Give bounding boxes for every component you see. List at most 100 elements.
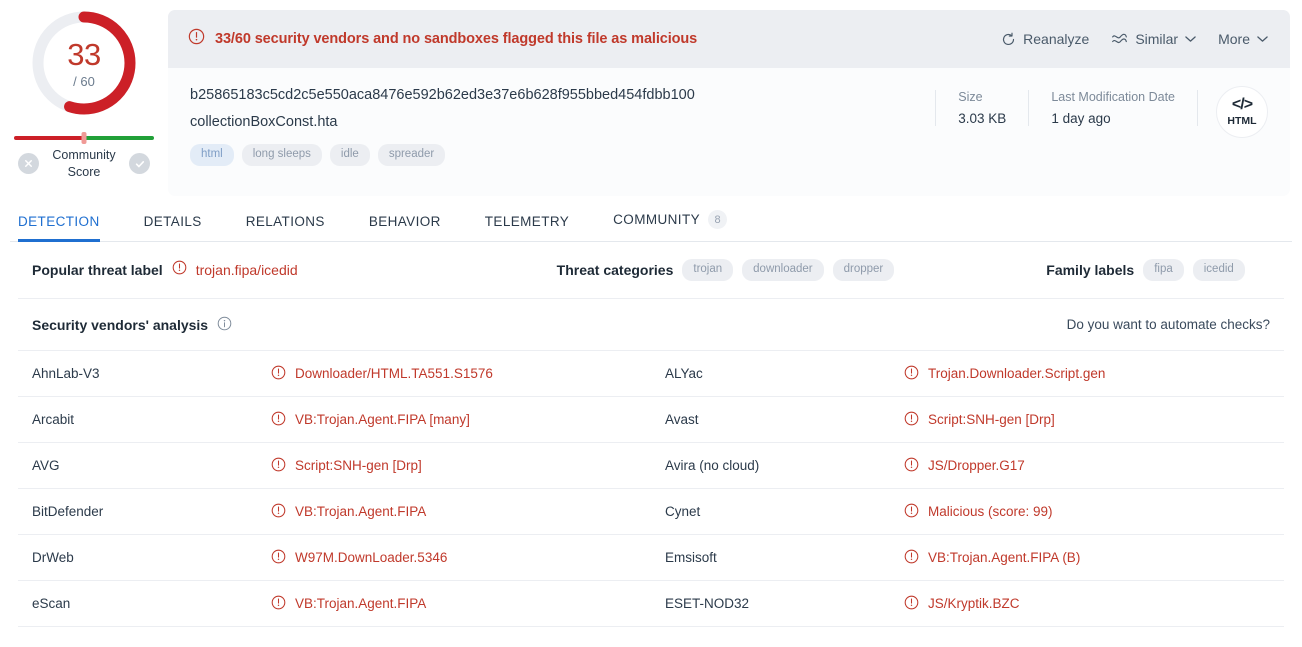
- vendor-verdict-text: Malicious (score: 99): [928, 504, 1053, 519]
- file-tag[interactable]: idle: [329, 144, 370, 167]
- file-size-label: Size: [958, 90, 983, 104]
- tab-details[interactable]: DETAILS: [144, 214, 202, 241]
- report-tabs: DETECTION DETAILS RELATIONS BEHAVIOR TEL…: [10, 196, 1292, 242]
- vendors-analysis-title: Security vendors' analysis: [32, 316, 209, 333]
- detection-score-panel: 33 / 60 Community Score: [0, 0, 168, 196]
- tab-label: TELEMETRY: [484, 214, 570, 229]
- threat-category-chip[interactable]: downloader: [742, 259, 824, 281]
- popular-threat-label-value[interactable]: trojan.fipa/icedid: [195, 262, 298, 278]
- check-circle-icon: [129, 153, 150, 175]
- refresh-icon: [1001, 32, 1016, 47]
- threat-category-chip[interactable]: trojan: [682, 259, 734, 281]
- tab-label: RELATIONS: [245, 214, 325, 229]
- info-circle-icon[interactable]: [217, 316, 232, 334]
- vendor-verdict: W97M.DownLoader.5346: [271, 549, 447, 567]
- vendor-name: Avast: [665, 412, 699, 427]
- similar-button[interactable]: Similar: [1111, 31, 1196, 47]
- more-button[interactable]: More: [1218, 31, 1268, 47]
- vendor-verdict: Script:SNH-gen [Drp]: [904, 411, 1055, 429]
- filetype-label: HTML: [1227, 115, 1257, 128]
- detection-alert-bar: 33/60 security vendors and no sandboxes …: [168, 10, 1290, 68]
- alert-circle-icon: [904, 457, 919, 475]
- vendor-verdict-text: Downloader/HTML.TA551.S1576: [295, 366, 493, 381]
- tab-behavior[interactable]: BEHAVIOR: [369, 214, 441, 241]
- tab-community[interactable]: COMMUNITY 8: [613, 210, 727, 241]
- vendor-name: DrWeb: [32, 550, 74, 565]
- html-file-icon: </> HTML: [1216, 86, 1268, 138]
- vendor-name: Cynet: [665, 504, 701, 519]
- summary-section: 33 / 60 Community Score: [0, 0, 1302, 196]
- vendors-analysis-header: Security vendors' analysis Do you want t…: [18, 299, 1284, 351]
- vendor-name: BitDefender: [32, 504, 104, 519]
- vendor-result-left: AVG Script:SNH-gen [Drp]: [18, 457, 651, 475]
- automate-checks-link[interactable]: Do you want to automate checks?: [1066, 317, 1270, 332]
- family-label-chip[interactable]: fipa: [1143, 259, 1184, 281]
- file-size-value: 3.03 KB: [958, 111, 1007, 126]
- file-hash: b25865183c5cd2c5e550aca8476e592b62ed3e37…: [190, 87, 695, 103]
- community-score-label: Community Score: [52, 148, 116, 179]
- table-row: AVG Script:SNH-gen [Drp] Avira (no cloud…: [18, 443, 1284, 489]
- last-modified-block: Last Modification Date 1 day ago: [1028, 90, 1197, 126]
- alert-circle-icon: [188, 28, 205, 50]
- community-count-badge: 8: [708, 210, 727, 229]
- vendor-verdict-text: VB:Trojan.Agent.FIPA: [295, 596, 427, 611]
- threat-category-chip[interactable]: dropper: [832, 259, 895, 281]
- file-tag[interactable]: spreader: [377, 144, 446, 167]
- alert-circle-icon: [904, 595, 919, 613]
- file-size-block: Size 3.03 KB: [935, 90, 1028, 126]
- alert-circle-icon: [172, 260, 187, 280]
- vendor-result-right: ESET-NOD32 JS/Kryptik.BZC: [651, 595, 1284, 613]
- community-score-bar: [14, 132, 154, 144]
- alert-circle-icon: [271, 457, 286, 475]
- tab-telemetry[interactable]: TELEMETRY: [485, 214, 569, 241]
- vendor-result-right: Cynet Malicious (score: 99): [651, 503, 1284, 521]
- vendor-verdict: JS/Kryptik.BZC: [904, 595, 1020, 613]
- alert-circle-icon: [904, 503, 919, 521]
- table-row: eScan VB:Trojan.Agent.FIPA ESET-NOD32 JS…: [18, 581, 1284, 627]
- vendor-name: Emsisoft: [665, 550, 717, 565]
- vendor-verdict-text: JS/Kryptik.BZC: [928, 596, 1020, 611]
- vendor-verdict: Downloader/HTML.TA551.S1576: [271, 365, 493, 383]
- vendor-result-right: Emsisoft VB:Trojan.Agent.FIPA (B): [651, 549, 1284, 567]
- alert-circle-icon: [271, 411, 286, 429]
- tab-label: COMMUNITY: [613, 212, 700, 227]
- vendor-verdict-text: VB:Trojan.Agent.FIPA: [295, 504, 427, 519]
- threat-categories-key: Threat categories: [556, 262, 674, 278]
- file-name: collectionBoxConst.hta: [190, 114, 338, 131]
- vendor-verdict: VB:Trojan.Agent.FIPA: [271, 595, 426, 613]
- detection-total: / 60: [73, 73, 95, 89]
- file-tag[interactable]: long sleeps: [241, 144, 322, 167]
- tab-label: BEHAVIOR: [368, 214, 441, 229]
- chevron-down-icon: [1257, 35, 1268, 43]
- vendor-verdict-text: Script:SNH-gen [Drp]: [928, 412, 1055, 427]
- vendor-verdict: VB:Trojan.Agent.FIPA [many]: [271, 411, 470, 429]
- vendor-name: AVG: [32, 458, 60, 473]
- alert-circle-icon: [904, 365, 919, 383]
- vendor-name: eScan: [32, 596, 71, 611]
- tab-detection[interactable]: DETECTION: [18, 214, 100, 242]
- table-row: DrWeb W97M.DownLoader.5346 Emsisoft VB:T…: [18, 535, 1284, 581]
- code-symbol: </>: [1231, 96, 1253, 114]
- x-circle-icon: [18, 153, 39, 175]
- alert-circle-icon: [271, 549, 286, 567]
- file-details-panel: b25865183c5cd2c5e550aca8476e592b62ed3e37…: [168, 68, 1290, 196]
- reanalyze-button[interactable]: Reanalyze: [1001, 31, 1089, 47]
- vendor-verdict: Malicious (score: 99): [904, 503, 1053, 521]
- family-label-chip[interactable]: icedid: [1192, 259, 1245, 281]
- detection-count: 33: [67, 36, 101, 72]
- last-modified-label: Last Modification Date: [1051, 90, 1175, 104]
- file-tag[interactable]: html: [190, 144, 234, 167]
- vendor-name: ALYac: [665, 366, 703, 381]
- vendor-verdict: Trojan.Downloader.Script.gen: [904, 365, 1105, 383]
- alert-message: 33/60 security vendors and no sandboxes …: [215, 31, 698, 47]
- popular-threat-label-group: Popular threat label trojan.fipa/icedid: [32, 260, 298, 280]
- vendor-name: Avira (no cloud): [665, 458, 760, 473]
- vendor-verdict-text: Trojan.Downloader.Script.gen: [928, 366, 1106, 381]
- file-summary-panel: 33/60 security vendors and no sandboxes …: [168, 10, 1290, 196]
- file-meta: Size 3.03 KB Last Modification Date 1 da…: [935, 86, 1198, 126]
- vendor-verdict-text: VB:Trojan.Agent.FIPA (B): [928, 550, 1081, 565]
- gauge-ring-icon: [32, 11, 136, 115]
- tab-relations[interactable]: RELATIONS: [246, 214, 325, 241]
- file-tags: html long sleeps idle spreader: [190, 144, 935, 167]
